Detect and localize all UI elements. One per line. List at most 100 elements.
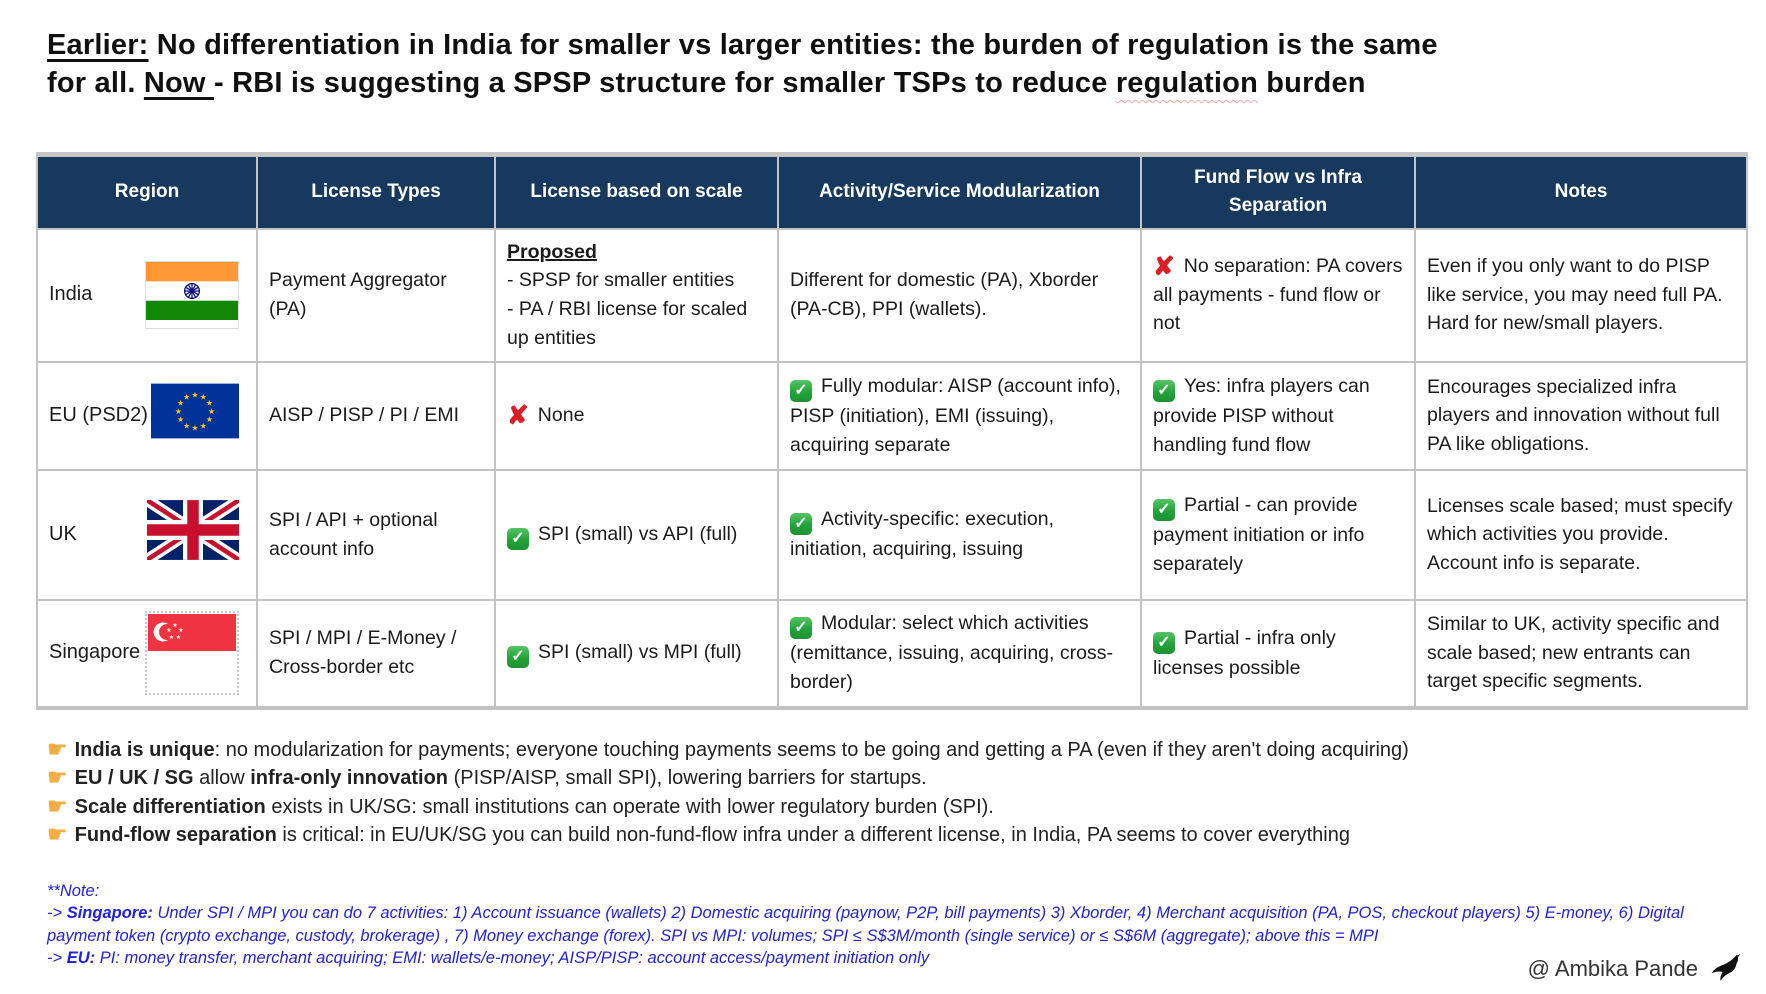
- title-line2-end: burden: [1257, 67, 1366, 99]
- svg-text:★: ★: [183, 421, 190, 430]
- col-header-modularization: Activity/Service Modularization: [777, 153, 1142, 230]
- fundflow-cell: ✘ No separation: PA covers all payments -…: [1140, 227, 1416, 363]
- insight-infra-only: ☛ EU / UK / SG allow infra-only innovatio…: [47, 764, 1726, 793]
- scale-text: SPI (small) vs MPI (full): [538, 641, 742, 663]
- check-icon: ✓: [507, 646, 529, 668]
- insight-bold: India is unique: [74, 738, 215, 761]
- svg-text:★: ★: [172, 622, 177, 629]
- scale-cell: ✓ SPI (small) vs MPI (full): [494, 598, 779, 709]
- author-attribution: @ Ambika Pande: [1528, 952, 1744, 986]
- scale-text: None: [537, 404, 585, 427]
- col-header-region: Region: [36, 153, 258, 230]
- svg-text:★: ★: [177, 399, 184, 408]
- footnote-bold: Singapore:: [66, 904, 153, 922]
- check-icon: ✓: [790, 513, 812, 536]
- insight-bold: Fund-flow separation: [74, 824, 277, 846]
- table-row-eu: EU (PSD2) ★ ★ ★ ★ ★ ★ ★ ★ ★ ★ ★ ★: [36, 360, 1748, 471]
- scale-cell: ✓ SPI (small) vs API (full): [494, 468, 779, 601]
- fundflow-text: Partial - can provide payment initiation…: [1153, 493, 1365, 575]
- title-line2-pre: for all.: [47, 67, 144, 99]
- insight-fundflow-separation: ☛ Fund-flow separation is critical: in EU…: [47, 821, 1726, 850]
- insight-text: is critical: in EU/UK/SG you can build n…: [276, 824, 1350, 846]
- check-icon: ✓: [1153, 379, 1175, 402]
- uk-flag-icon: [143, 495, 243, 569]
- region-name: Singapore: [49, 641, 141, 664]
- svg-text:★: ★: [176, 634, 181, 641]
- insight-india-unique: ☛ India is unique: no modularization for …: [47, 736, 1726, 765]
- notes-cell: Even if you only want to do PISP like se…: [1414, 227, 1748, 363]
- fundflow-text: No separation: PA covers all payments - …: [1153, 255, 1403, 335]
- scale-line: - SPSP for smaller entities: [507, 269, 735, 292]
- pointing-finger-icon: ☛: [47, 821, 68, 847]
- eu-flag-icon: ★ ★ ★ ★ ★ ★ ★ ★ ★ ★ ★ ★: [151, 383, 239, 448]
- region-name: India: [49, 283, 93, 306]
- region-name: EU (PSD2): [49, 403, 148, 426]
- scale-line: - PA / RBI license for scaled up entitie…: [507, 298, 748, 349]
- title-now: Now: [143, 67, 214, 99]
- fundflow-text: Partial - infra only licenses possible: [1153, 626, 1336, 679]
- svg-text:★: ★: [166, 627, 171, 634]
- svg-text:★: ★: [191, 424, 198, 433]
- svg-text:★: ★: [206, 415, 213, 424]
- footnote-singapore: -> Singapore: Under SPI / MPI you can do…: [47, 902, 1726, 947]
- notes-cell: Similar to UK, activity specific and sca…: [1414, 598, 1748, 709]
- svg-text:★: ★: [200, 421, 207, 430]
- notes-cell: Encourages specialized infra players and…: [1414, 360, 1748, 471]
- table-row-singapore: Singapore ★ ★ ★ ★ ★: [36, 598, 1748, 709]
- check-icon: ✓: [790, 617, 812, 640]
- india-flag-icon: [145, 260, 239, 330]
- footnote-header: **Note:: [47, 881, 100, 900]
- title-regulation-word: regulation: [1115, 67, 1258, 99]
- insight-bold: EU / UK / SG: [74, 767, 194, 789]
- license-types-cell: SPI / API + optional account info: [256, 468, 496, 601]
- col-header-license-types: License Types: [256, 153, 496, 230]
- table-header-row: Region License Types License based on sc…: [36, 153, 1748, 230]
- notes-cell: Licenses scale based; must specify which…: [1414, 468, 1748, 601]
- flying-bird-icon: [1708, 952, 1744, 986]
- footnote-text: Under SPI / MPI you can do 7 activities:…: [47, 904, 1684, 945]
- footnote-eu: -> EU: PI: money transfer, merchant acqu…: [47, 947, 1726, 970]
- col-header-scale: License based on scale: [494, 153, 779, 230]
- insight-text: allow: [193, 767, 251, 789]
- col-header-fundflow: Fund Flow vs Infra Separation: [1140, 153, 1416, 230]
- table-row-uk: UK SPI / API + optional account info ✓ SP: [36, 468, 1748, 601]
- insight-scale-differentiation: ☛ Scale differentiation exists in UK/SG: …: [47, 793, 1726, 822]
- footnote-arrow: ->: [47, 904, 67, 922]
- cross-icon: ✘: [507, 400, 529, 431]
- fundflow-cell: ✓ Partial - infra only licenses possible: [1140, 598, 1416, 709]
- svg-text:★: ★: [183, 393, 190, 402]
- insight-bold: infra-only innovation: [250, 767, 449, 789]
- footnote-arrow: ->: [47, 949, 67, 967]
- svg-text:★: ★: [200, 393, 207, 402]
- title-line2-mid: - RBI is suggesting a SPSP structure for…: [213, 67, 1116, 99]
- svg-text:★: ★: [175, 407, 182, 416]
- pointing-finger-icon: ☛: [47, 792, 68, 819]
- title-line1: No differentiation in India for smaller …: [148, 29, 1438, 61]
- page-title: Earlier: No differentiation in India for…: [0, 0, 1766, 102]
- license-types-cell: AISP / PISP / PI / EMI: [256, 360, 496, 471]
- col-header-notes: Notes: [1414, 153, 1748, 230]
- license-types-cell: Payment Aggregator (PA): [256, 227, 496, 363]
- singapore-flag-icon: ★ ★ ★ ★ ★: [145, 610, 239, 696]
- insight-text: : no modularization for payments; everyo…: [214, 738, 1409, 761]
- insight-text: (PISP/AISP, small SPI), lowering barrier…: [448, 767, 927, 789]
- check-icon: ✓: [1153, 498, 1175, 521]
- check-icon: ✓: [790, 379, 812, 402]
- svg-text:★: ★: [191, 390, 198, 399]
- region-name: UK: [49, 522, 77, 545]
- cross-icon: ✘: [1153, 251, 1175, 282]
- modularization-cell: ✓ Modular: select which activities (remit…: [777, 598, 1142, 709]
- modularization-text: Modular: select which activities (remitt…: [790, 612, 1113, 693]
- scale-cell: Proposed - SPSP for smaller entities - P…: [494, 227, 779, 363]
- insight-text: exists in UK/SG: small institutions can …: [265, 795, 994, 818]
- author-name: @ Ambika Pande: [1527, 956, 1698, 981]
- svg-text:★: ★: [169, 634, 174, 641]
- check-icon: ✓: [507, 527, 529, 550]
- modularization-cell: Different for domestic (PA), Xborder (PA…: [777, 227, 1142, 363]
- svg-text:★: ★: [208, 407, 215, 416]
- fundflow-cell: ✓ Partial - can provide payment initiatio…: [1140, 468, 1416, 601]
- insight-bold: Scale differentiation: [74, 795, 266, 818]
- table-row-india: India: [36, 227, 1748, 363]
- fundflow-cell: ✓ Yes: infra players can provide PISP wit…: [1140, 360, 1416, 471]
- pointing-finger-icon: ☛: [47, 735, 68, 762]
